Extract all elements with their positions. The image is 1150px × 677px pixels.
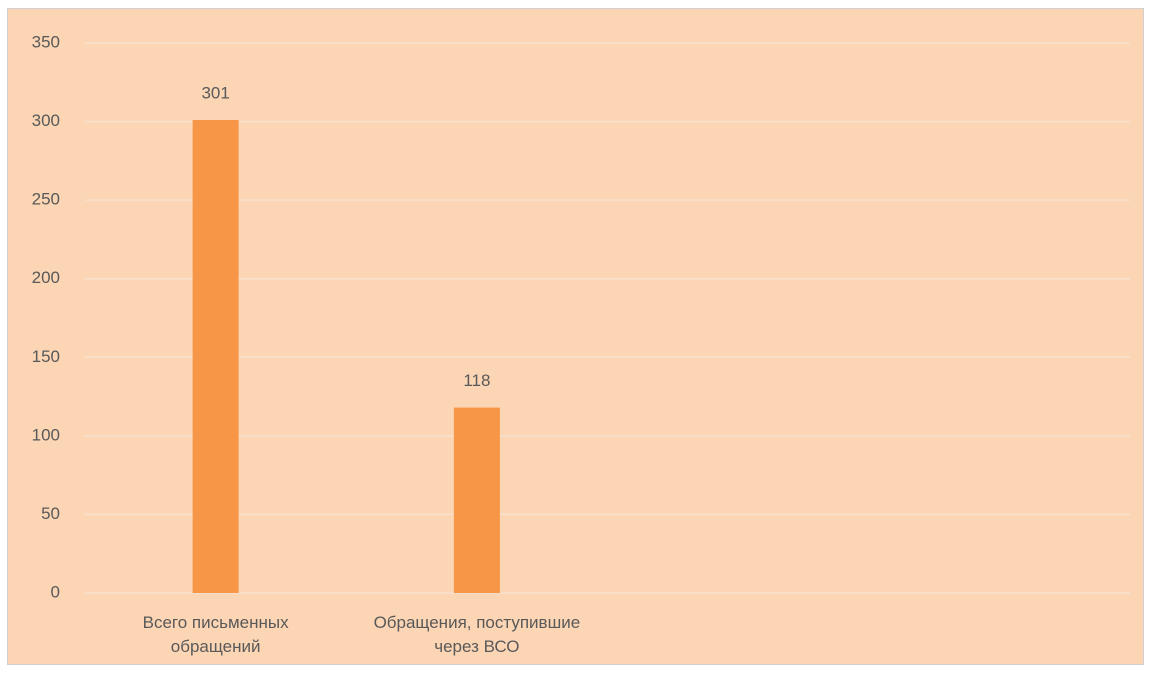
y-tick-label: 100 [32,425,60,444]
y-tick-label: 300 [32,111,60,130]
data-label: 118 [463,371,490,390]
x-tick-label: Всего письменных обращений [142,613,289,656]
y-tick-label: 250 [32,190,60,209]
x-tick-label: Обращения, поступившие через ВСО [373,613,581,656]
y-tick-label: 50 [41,504,60,523]
y-tick-label: 150 [32,347,60,366]
y-tick-label: 350 [32,32,60,51]
bar [453,407,500,593]
chart-background [7,8,1144,665]
y-tick-label: 200 [32,268,60,287]
bar [192,120,239,593]
data-label: 301 [201,83,229,102]
y-tick-label: 0 [51,582,60,601]
